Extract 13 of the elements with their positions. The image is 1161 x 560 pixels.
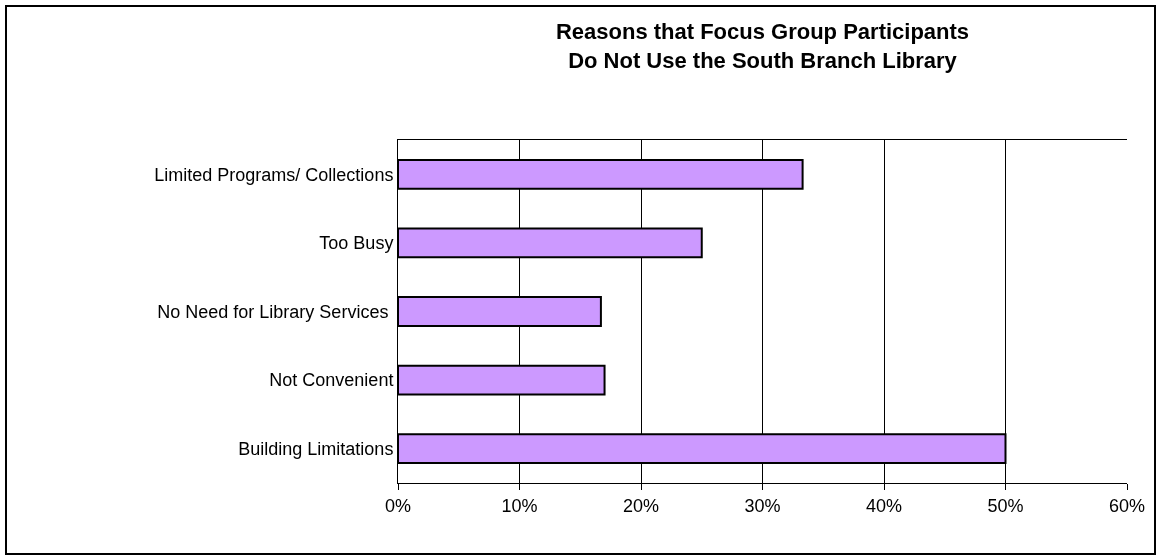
x-tick-label: 20% — [622, 495, 660, 516]
x-tick-label: 60% — [1108, 495, 1146, 516]
y-tick-label: Not Convenient — [269, 370, 394, 391]
x-tick-label: 10% — [501, 495, 538, 516]
chart-title: Reasons that Focus Group Participants Do Not Use the South Branch Library — [555, 19, 970, 73]
x-tick-label: 30% — [744, 495, 781, 516]
x-tick-label: 0% — [384, 495, 412, 516]
y-tick-label: Building Limitations — [238, 439, 394, 459]
y-tick-label: No Need for Library Services — [157, 301, 394, 322]
y-tick-label: Limited Programs/ Collections — [154, 164, 394, 185]
x-tick-label: 40% — [865, 495, 903, 516]
y-tick-label: Too Busy — [319, 233, 394, 254]
x-tick-label: 50% — [987, 495, 1024, 516]
